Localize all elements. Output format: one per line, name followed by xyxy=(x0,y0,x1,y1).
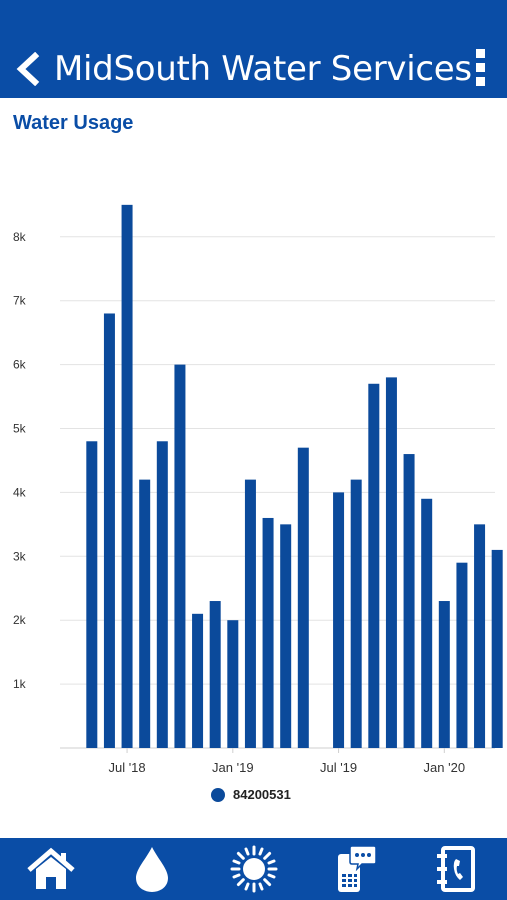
chart-bar xyxy=(156,441,168,748)
x-tick-label: Jan '20 xyxy=(424,760,466,775)
chart-bar xyxy=(403,454,415,748)
chart-bar xyxy=(209,601,221,748)
home-icon xyxy=(27,847,75,889)
chart-bar xyxy=(350,479,362,748)
chart-bar xyxy=(121,204,133,749)
x-tick-label: Jul '19 xyxy=(320,760,357,775)
chevron-left-icon xyxy=(16,52,40,86)
y-tick-label: 6k xyxy=(13,358,27,372)
nav-home[interactable] xyxy=(0,838,101,900)
chart-bar xyxy=(244,479,256,748)
y-tick-label: 7k xyxy=(13,294,27,308)
chart-legend[interactable]: 84200531 xyxy=(211,787,291,802)
y-tick-label: 8k xyxy=(13,230,27,244)
chart-bar xyxy=(227,620,239,748)
x-tick-label: Jan '19 xyxy=(212,760,254,775)
nav-messages[interactable] xyxy=(304,838,405,900)
y-tick-label: 4k xyxy=(13,485,27,499)
legend-marker xyxy=(211,787,225,802)
legend-label: 84200531 xyxy=(233,787,291,802)
chart-bar xyxy=(491,549,503,748)
nav-weather[interactable] xyxy=(203,838,304,900)
water-usage-chart: 1k 2k 3k 4k 5k 6k 7k 8k Jul '18 Jan '19 Jul '19 Jan… xyxy=(13,204,503,775)
y-tick-label: 1k xyxy=(13,677,27,691)
y-tick-label: 2k xyxy=(13,613,27,627)
mobile-message-icon xyxy=(337,845,377,892)
app-header: MidSouth Water Services xyxy=(0,0,507,98)
nav-water[interactable] xyxy=(101,838,202,900)
chart-bar xyxy=(456,562,468,748)
chart-bar xyxy=(297,447,309,748)
chart-bar xyxy=(139,479,151,748)
more-menu-button[interactable] xyxy=(466,44,494,90)
chart-bar xyxy=(280,524,292,748)
app-title: MidSouth Water Services xyxy=(54,49,472,89)
contact-phone-icon xyxy=(437,846,476,892)
nav-contacts[interactable] xyxy=(406,838,507,900)
sun-icon xyxy=(230,845,278,893)
back-button[interactable] xyxy=(10,46,46,92)
chart-bar xyxy=(174,364,186,748)
chart-bar xyxy=(474,524,486,748)
chart-bar xyxy=(103,313,115,748)
y-tick-label: 5k xyxy=(13,422,27,436)
chart-bar xyxy=(385,377,397,748)
chart-bar xyxy=(333,492,345,748)
bottom-nav xyxy=(0,838,507,900)
x-tick-label: Jul '18 xyxy=(108,760,145,775)
chart-bar xyxy=(438,601,450,748)
y-tick-label: 3k xyxy=(13,549,27,563)
chart-bar xyxy=(86,441,98,748)
page-title: Water Usage xyxy=(13,112,134,134)
chart-bar xyxy=(368,383,380,748)
chart-bar xyxy=(192,613,204,748)
chart-bar xyxy=(421,498,433,748)
water-drop-icon xyxy=(136,847,169,892)
chart-bar xyxy=(262,517,274,748)
more-vertical-icon xyxy=(475,48,485,58)
